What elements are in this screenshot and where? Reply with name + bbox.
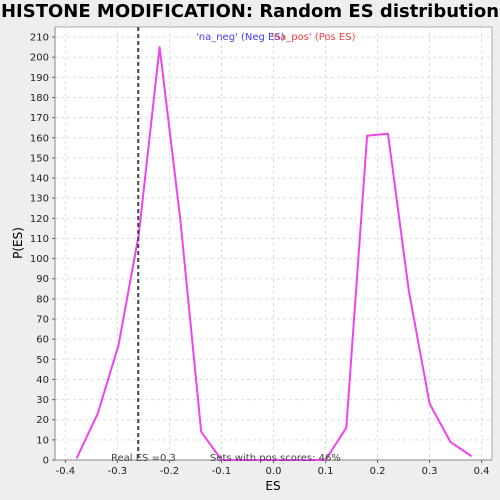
y-tick-label: 160: [30, 133, 49, 144]
series-line: [75, 46, 472, 461]
data-point: [428, 402, 431, 405]
y-tick-label: 10: [36, 435, 49, 446]
y-tick-label: 210: [30, 33, 49, 44]
x-tick-label: -0.4: [56, 466, 76, 477]
y-tick-label: 100: [30, 254, 49, 265]
legend: 'na_neg' (Neg ES) 'na_pos' (Pos ES): [196, 32, 356, 43]
y-tick-label: 170: [30, 113, 49, 124]
x-tick-label: -0.1: [212, 466, 232, 477]
y-tick-label: 80: [36, 294, 49, 305]
y-tick-label: 120: [30, 214, 49, 225]
y-tick-label: 110: [30, 234, 49, 245]
data-point: [324, 459, 327, 461]
data-point: [158, 46, 161, 48]
y-tick-label: 130: [30, 194, 49, 205]
data-point: [408, 290, 410, 292]
data-point: [241, 459, 244, 461]
y-tick-label: 30: [36, 395, 49, 406]
y-tick-label: 50: [36, 355, 49, 366]
data-point: [303, 459, 306, 461]
x-tick-label: 0.1: [318, 466, 334, 477]
grid-lines: [55, 27, 492, 460]
data-point: [366, 135, 368, 137]
y-axis-ticks: 0 10 20 30 40 50 60 70 80 90 100 110 120 130 140 150 160…: [30, 33, 55, 467]
y-tick-label: 70: [36, 315, 49, 326]
data-point: [470, 455, 473, 457]
x-tick-label: 0.3: [422, 466, 438, 477]
y-tick-label: 140: [30, 174, 49, 185]
y-tick-label: 90: [36, 274, 49, 285]
y-axis-label: P(ES): [11, 227, 25, 259]
chart-title: HISTONE MODIFICATION: Random ES distribu…: [0, 1, 500, 22]
y-tick-label: 190: [30, 73, 49, 84]
x-tick-label: 0.4: [474, 466, 490, 477]
x-axis-label: ES: [265, 479, 280, 493]
y-tick-label: 40: [36, 375, 49, 386]
data-point: [117, 344, 120, 347]
data-point: [283, 459, 285, 461]
legend-entry-pos: 'na_pos' (Pos ES): [271, 32, 356, 43]
data-point: [345, 427, 348, 429]
y-tick-label: 150: [30, 153, 49, 164]
data-point: [387, 132, 389, 135]
data-point: [76, 457, 78, 459]
x-tick-label: 0.0: [266, 466, 282, 477]
data-point: [179, 219, 182, 222]
x-tick-label: -0.3: [108, 466, 128, 477]
annotation-text: Sets with pos scores: 46%: [210, 453, 341, 464]
series-layer: [75, 46, 473, 461]
legend-entry-neg: 'na_neg' (Neg ES): [196, 32, 285, 43]
y-tick-label: 180: [30, 93, 49, 104]
data-point: [200, 431, 202, 433]
x-tick-label: 0.2: [370, 466, 386, 477]
data-point: [96, 412, 99, 415]
x-tick-label: -0.2: [160, 466, 180, 477]
reference-label: Real ES =0.3: [111, 453, 176, 464]
y-tick-label: 200: [30, 53, 49, 64]
data-point: [262, 459, 264, 461]
data-point: [449, 441, 452, 443]
data-point: [220, 459, 223, 461]
y-tick-label: 20: [36, 415, 49, 426]
y-tick-label: 60: [36, 335, 49, 346]
y-tick-label: 0: [43, 456, 49, 467]
